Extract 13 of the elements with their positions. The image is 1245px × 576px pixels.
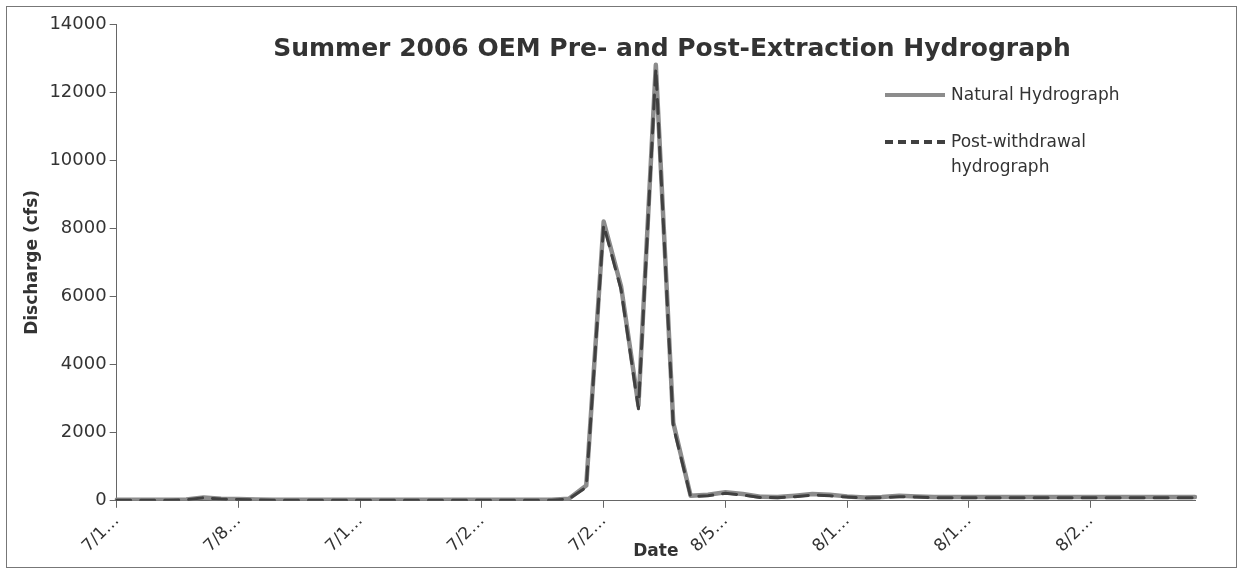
y-tick-label: 4000	[60, 352, 107, 374]
chart-title: Summer 2006 OEM Pre- and Post-Extraction Hydrograph	[273, 32, 1071, 62]
y-tick-label: 10000	[49, 147, 107, 169]
legend-label: Natural Hydrograph	[951, 83, 1121, 106]
y-axis-title: Discharge (cfs)	[20, 189, 41, 335]
y-tick-label: 6000	[60, 284, 107, 306]
legend-label: Post-withdrawal hydrograph	[951, 130, 1087, 178]
y-tick-label: 12000	[49, 79, 107, 101]
y-tick-label: 14000	[49, 11, 107, 33]
x-axis-title: Date	[633, 540, 679, 561]
y-tick-label: 0	[95, 488, 107, 510]
y-tick-label: 2000	[60, 420, 107, 442]
y-tick-label: 8000	[60, 216, 107, 238]
